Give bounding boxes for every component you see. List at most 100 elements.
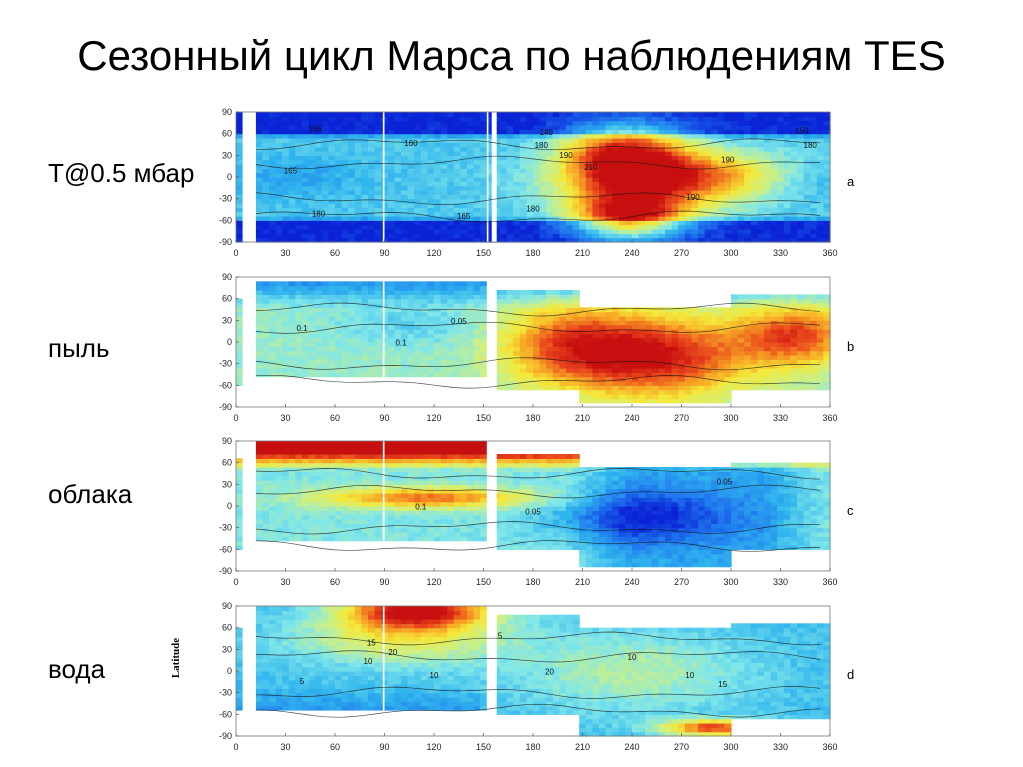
heat-cell xyxy=(592,376,600,382)
heat-cell xyxy=(394,194,402,200)
heat-cell xyxy=(638,129,646,135)
heat-cell xyxy=(684,237,692,243)
heat-cell xyxy=(665,194,673,200)
heat-cell xyxy=(711,307,719,313)
heat-cell xyxy=(572,303,580,308)
heat-cell xyxy=(348,198,356,204)
heat-cell xyxy=(295,510,303,516)
heat-cell xyxy=(605,190,613,195)
heat-cell xyxy=(269,220,277,226)
heat-cell xyxy=(632,112,640,117)
heat-cell xyxy=(539,181,547,187)
heat-cell xyxy=(651,337,659,343)
heat-cell xyxy=(777,350,785,356)
heat-cell xyxy=(381,138,389,143)
heat-cell xyxy=(321,181,329,187)
x-tick-label: 330 xyxy=(773,413,788,423)
heat-cell xyxy=(354,329,362,334)
heat-cell xyxy=(671,133,679,139)
heat-cell xyxy=(493,133,501,139)
heat-cell xyxy=(658,151,666,156)
heat-cell xyxy=(302,441,310,446)
heat-cell xyxy=(308,146,316,152)
heat-cell xyxy=(691,224,699,230)
heat-cell xyxy=(447,290,455,295)
y-tick-label: -90 xyxy=(219,402,232,412)
heat-cell xyxy=(414,185,422,191)
heat-cell xyxy=(236,320,244,326)
heat-cell xyxy=(546,190,554,195)
heat-cell xyxy=(315,125,323,130)
contour-label: 0.05 xyxy=(451,317,467,326)
heat-cell xyxy=(678,159,686,165)
heat-cell xyxy=(302,368,310,373)
heat-cell xyxy=(361,303,369,308)
heat-cell xyxy=(328,146,336,152)
heat-cell xyxy=(335,316,343,321)
heat-cell xyxy=(493,329,501,334)
heat-cell xyxy=(546,112,554,117)
heat-cell xyxy=(288,281,296,287)
heat-cell xyxy=(282,359,290,365)
heat-cell xyxy=(506,142,514,148)
heat-cell xyxy=(770,125,778,130)
heat-cell xyxy=(724,112,732,117)
heat-cell xyxy=(381,172,389,178)
heat-cell xyxy=(361,233,369,239)
heat-cell xyxy=(460,346,468,352)
heat-cell xyxy=(361,363,369,369)
heat-cell xyxy=(341,185,349,191)
heat-cell xyxy=(599,181,607,187)
heat-cell xyxy=(559,298,567,304)
heat-cell xyxy=(698,229,706,234)
heat-cell xyxy=(500,224,508,230)
heat-cell xyxy=(407,138,415,143)
heat-cell xyxy=(255,475,263,481)
heat-cell xyxy=(381,329,389,334)
heat-cell xyxy=(546,333,554,339)
x-tick-label: 180 xyxy=(525,248,540,258)
heat-cell xyxy=(724,372,732,378)
heat-cell xyxy=(618,389,626,395)
heat-cell xyxy=(288,168,296,174)
heat-cell xyxy=(572,138,580,143)
heat-cell xyxy=(434,146,442,152)
heat-cell xyxy=(698,216,706,221)
heat-cell xyxy=(585,224,593,230)
heat-cell xyxy=(546,159,554,165)
heat-cell xyxy=(500,146,508,152)
heat-cell xyxy=(447,350,455,356)
heat-cell xyxy=(447,159,455,165)
heat-cell xyxy=(750,190,758,195)
heat-cell xyxy=(797,324,805,330)
heat-cell xyxy=(592,385,600,391)
heat-cell xyxy=(295,501,303,507)
panel-b-field xyxy=(236,281,831,404)
heat-cell xyxy=(704,185,712,191)
heat-cell xyxy=(302,164,310,169)
heat-cell xyxy=(255,285,263,291)
heat-cell xyxy=(783,151,791,156)
heat-cell xyxy=(810,177,818,182)
heat-cell xyxy=(262,514,270,520)
heat-cell xyxy=(447,172,455,178)
heat-cell xyxy=(387,168,395,174)
heat-cell xyxy=(750,233,758,239)
heat-cell xyxy=(420,324,428,330)
heat-cell xyxy=(638,385,646,391)
heat-cell xyxy=(665,389,673,395)
heat-cell xyxy=(414,320,422,326)
heat-cell xyxy=(678,224,686,230)
heat-cell xyxy=(368,350,376,356)
heat-cell xyxy=(321,532,329,537)
heat-cell xyxy=(414,172,422,178)
heat-cell xyxy=(460,368,468,373)
heat-cell xyxy=(262,229,270,234)
heat-cell xyxy=(447,237,455,243)
heat-cell xyxy=(262,346,270,352)
heat-cell xyxy=(684,350,692,356)
heat-cell xyxy=(671,355,679,360)
heat-cell xyxy=(282,441,290,446)
heat-cell xyxy=(401,363,409,369)
heat-cell xyxy=(295,488,303,494)
